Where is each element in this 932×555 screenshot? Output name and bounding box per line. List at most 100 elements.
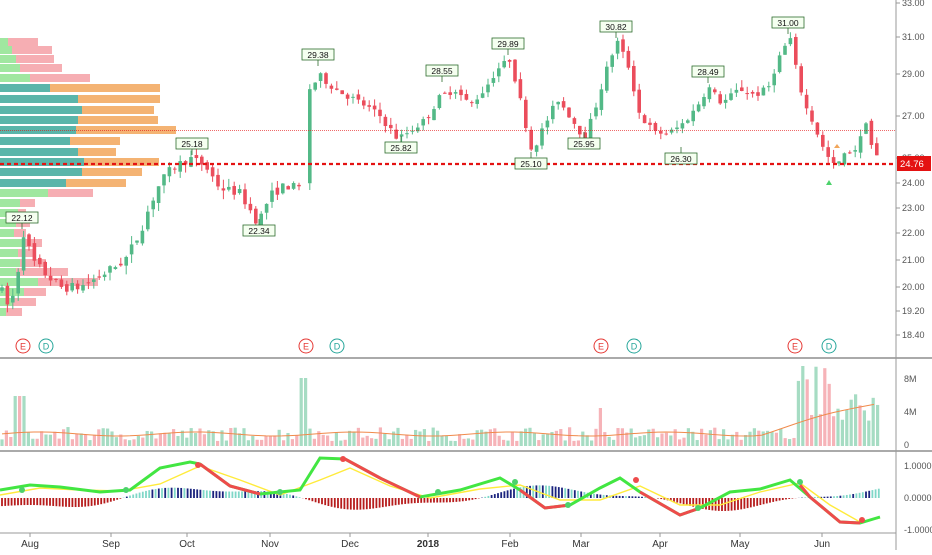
price-annotation-label: 22.12: [11, 213, 33, 223]
candle-body: [843, 153, 847, 164]
candle-body: [762, 88, 766, 96]
volume-bar: [44, 435, 47, 446]
volume-bar: [198, 428, 201, 446]
candle-body: [454, 92, 458, 94]
oscillator-bar: [148, 490, 150, 498]
oscillator-bar: [408, 498, 410, 504]
volume-bar: [339, 441, 342, 446]
candle-body: [146, 212, 150, 230]
oscillator-bar: [641, 497, 643, 498]
price-annotation-label: 29.38: [307, 50, 329, 60]
candle-body: [286, 186, 290, 189]
oscillator-bar: [1, 498, 3, 506]
oscillator-bar: [91, 498, 93, 506]
oscillator-bar: [568, 489, 570, 498]
oscillator-bar: [161, 488, 163, 498]
price-annotation-label: 25.95: [573, 139, 595, 149]
candle-body: [6, 286, 10, 305]
oscillator-bar: [241, 491, 243, 498]
volume-bar: [370, 438, 373, 446]
oscillator-bar: [728, 498, 730, 511]
oscillator-cross-dot: [435, 489, 441, 495]
candle-body: [659, 131, 663, 134]
oscillator-bar: [366, 498, 368, 509]
oscillator-bar: [430, 498, 432, 503]
oscillator-bar: [372, 498, 374, 509]
price-tick-label: 18.40: [902, 330, 925, 340]
oscillator-bar: [308, 498, 310, 500]
price-tick-label: 21.00: [902, 255, 925, 265]
candle-body: [875, 143, 879, 155]
candle-body: [632, 66, 636, 91]
oscillator-bar: [724, 498, 726, 511]
oscillator-bar: [200, 490, 202, 498]
event-marker-label: D: [43, 342, 50, 352]
volume-bar: [454, 441, 457, 446]
volume-bar: [313, 439, 316, 446]
oscillator-bar: [132, 495, 134, 498]
volume-bar: [876, 405, 879, 446]
volume-bar: [665, 433, 668, 446]
volume-bar: [546, 434, 549, 446]
volume-bar: [555, 431, 558, 446]
volume-bar: [616, 428, 619, 446]
oscillator-bar: [452, 498, 454, 502]
oscillator-bar: [660, 498, 662, 499]
candle-body: [33, 243, 37, 261]
buy-marker: [826, 180, 832, 185]
oscillator-bar: [350, 498, 352, 510]
oscillator-bar: [324, 498, 326, 505]
candle-body: [270, 191, 274, 202]
oscillator-cross-dot: [512, 479, 518, 485]
candle-body: [389, 125, 393, 128]
oscillator-bar: [507, 490, 509, 498]
volume-bar: [418, 432, 421, 446]
oscillator-bar: [472, 498, 474, 500]
oscillator-cross-dot: [277, 489, 283, 495]
oscillator-tick-label: 1.0000: [904, 461, 932, 471]
oscillator-bar: [760, 498, 762, 505]
oscillator-bar: [504, 491, 506, 498]
oscillator-bar: [129, 496, 131, 498]
volume-bar: [819, 414, 822, 446]
price-tick-label: 33.00: [902, 0, 925, 8]
oscillator-bar: [244, 491, 246, 498]
candle-body: [81, 285, 85, 290]
oscillator-bar: [222, 491, 224, 498]
oscillator-bar: [33, 498, 35, 505]
volume-profile-down: [12, 298, 36, 306]
time-tick-label: Dec: [341, 539, 359, 550]
candle-body: [254, 209, 258, 224]
candle-body: [151, 201, 155, 210]
candle-body: [276, 188, 280, 195]
candle-body: [551, 106, 555, 119]
candle-body: [713, 89, 717, 92]
volume-bar: [814, 367, 817, 446]
oscillator-bar: [94, 498, 96, 505]
volume-profile-up: [0, 259, 20, 267]
volume-bar: [757, 431, 760, 446]
volume-bar: [168, 433, 171, 446]
volume-bar: [634, 437, 637, 446]
event-marker-label: E: [792, 342, 798, 352]
candle-body: [232, 186, 236, 195]
candle-body: [330, 86, 334, 89]
volume-bar: [242, 428, 245, 446]
oscillator-bar: [564, 488, 566, 498]
candle-body: [405, 133, 409, 134]
oscillator-bar: [296, 496, 298, 498]
oscillator-bar: [494, 494, 496, 498]
volume-bar: [867, 421, 870, 446]
volume-profile-up: [0, 308, 6, 316]
oscillator-bar: [286, 494, 288, 498]
volume-bar: [590, 440, 593, 446]
volume-profile-down: [6, 308, 22, 316]
volume-bar: [511, 432, 514, 446]
volume-profile-up: [0, 46, 12, 54]
oscillator-cross-dot: [859, 517, 865, 523]
oscillator-bar: [81, 498, 83, 507]
candle-body: [508, 60, 512, 62]
oscillator-bar: [862, 492, 864, 498]
volume-bar: [251, 436, 254, 446]
